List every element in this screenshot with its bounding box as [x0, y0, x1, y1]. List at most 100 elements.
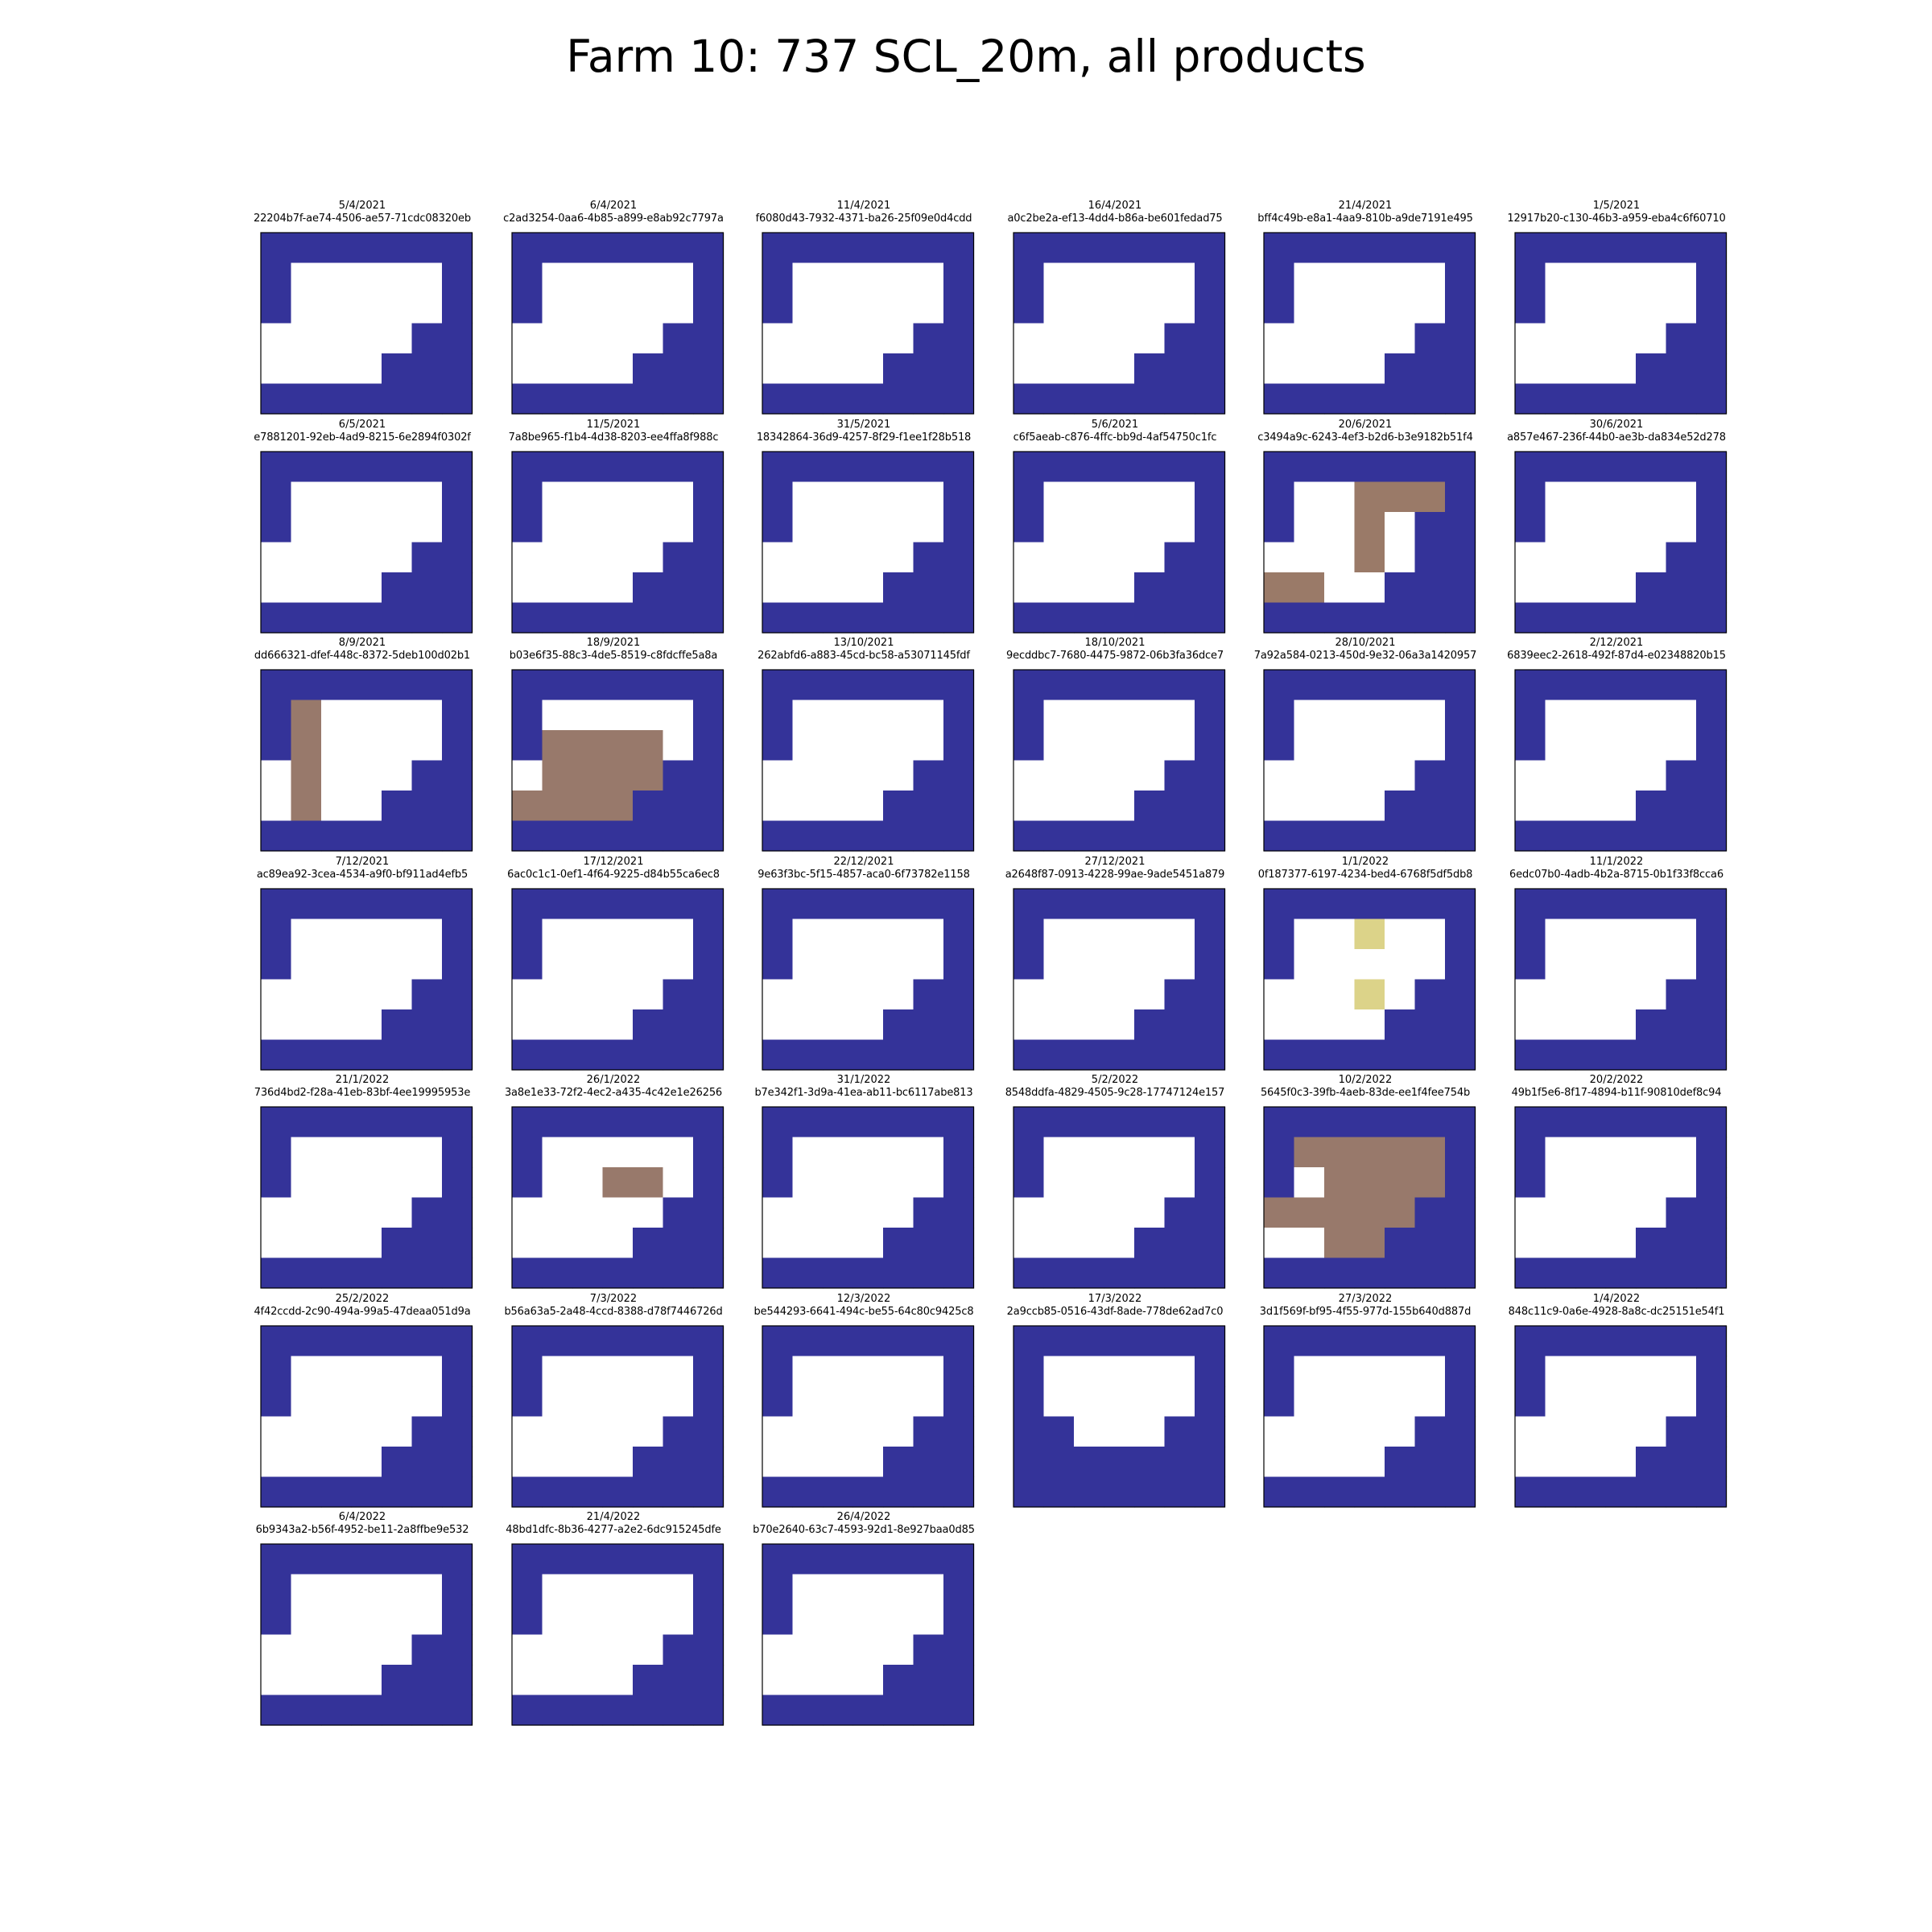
- heatmap-cell: [1636, 1167, 1667, 1199]
- heatmap-cell: [321, 1574, 353, 1605]
- heatmap-cell: [852, 481, 884, 513]
- heatmap-cell: [382, 1257, 413, 1289]
- axes-frame: [511, 669, 724, 852]
- heatmap-cell: [1354, 323, 1385, 354]
- scl-panel: 2/12/2021 6839eec2-2618-492f-87d4-e023488…: [1496, 637, 1737, 857]
- heatmap-cell: [1575, 383, 1607, 415]
- heatmap-cell: [321, 1476, 353, 1508]
- heatmap-cell: [883, 383, 914, 415]
- heatmap-cell: [572, 1167, 604, 1199]
- heatmap-cell: [291, 233, 322, 264]
- heatmap-cell: [542, 323, 573, 354]
- heatmap-cell: [633, 791, 664, 822]
- heatmap-cell: [1294, 572, 1325, 604]
- heatmap-cell: [913, 323, 944, 354]
- heatmap-cell: [261, 889, 292, 920]
- heatmap-cell: [883, 1447, 914, 1478]
- heatmap-cell: [1294, 1137, 1325, 1168]
- panel-date: 2/12/2021: [1589, 637, 1644, 649]
- heatmap-cell: [943, 1604, 975, 1636]
- heatmap-cell: [442, 1634, 473, 1666]
- heatmap-cell: [321, 233, 353, 264]
- scl-panel: 11/1/2022 6edc07b0-4adb-4b2a-8715-0b1f33f…: [1496, 856, 1737, 1075]
- heatmap-cell: [572, 572, 604, 604]
- heatmap-cell: [261, 1574, 292, 1605]
- heatmap-cell: [382, 1009, 413, 1041]
- heatmap-cell: [291, 542, 322, 573]
- heatmap-cell: [633, 1009, 664, 1041]
- heatmap-cell: [1545, 1197, 1576, 1228]
- axes-frame: [1263, 232, 1476, 415]
- heatmap-cell: [633, 700, 664, 731]
- heatmap-cell: [602, 670, 634, 701]
- heatmap-cell: [1515, 700, 1546, 731]
- heatmap-cell: [442, 1386, 473, 1418]
- heatmap-cell: [1696, 670, 1728, 701]
- heatmap-cell: [1545, 700, 1576, 731]
- scl-panel: 8/9/2021 dd666321-dfef-448c-8372-5deb100d…: [242, 637, 483, 857]
- heatmap-cell: [913, 293, 944, 324]
- heatmap-cell: [633, 512, 664, 543]
- heatmap-cell: [542, 979, 573, 1010]
- heatmap-cell: [1414, 1447, 1446, 1478]
- scl-heatmap: [1013, 1325, 1226, 1508]
- panel-date: 21/4/2021: [1338, 200, 1393, 212]
- panel-product-id: 4f42ccdd-2c90-494a-99a5-47deaa051d9a: [254, 1306, 471, 1318]
- heatmap-cell: [1385, 1137, 1416, 1168]
- heatmap-cell: [823, 889, 854, 920]
- heatmap-cell: [512, 1197, 543, 1228]
- heatmap-cell: [1354, 700, 1385, 731]
- heatmap-cell: [823, 262, 854, 294]
- heatmap-cell: [572, 1257, 604, 1289]
- heatmap-cell: [261, 383, 292, 415]
- heatmap-cell: [291, 1634, 322, 1666]
- heatmap-cell: [1074, 670, 1105, 701]
- heatmap-cell: [382, 1695, 413, 1726]
- heatmap-cell: [1445, 1197, 1476, 1228]
- heatmap-cell: [1195, 820, 1226, 852]
- scl-panel: 12/3/2022 be544293-6641-494c-be55-64c80c9…: [743, 1293, 985, 1513]
- heatmap-cell: [542, 262, 573, 294]
- heatmap-cell: [1013, 323, 1045, 354]
- heatmap-cell: [1354, 602, 1385, 634]
- heatmap-cell: [1043, 1197, 1075, 1228]
- heatmap-cell: [1414, 820, 1446, 852]
- heatmap-cell: [1445, 889, 1476, 920]
- heatmap-cell: [411, 1695, 443, 1726]
- heatmap-cell: [823, 542, 854, 573]
- heatmap-cell: [762, 512, 794, 543]
- heatmap-cell: [1354, 1009, 1385, 1041]
- heatmap-cell: [852, 1039, 884, 1071]
- panel-product-id: f6080d43-7932-4371-ba26-25f09e0d4cdd: [755, 213, 972, 225]
- heatmap-cell: [1195, 949, 1226, 980]
- heatmap-cell: [1414, 512, 1446, 543]
- heatmap-cell: [663, 1257, 694, 1289]
- heatmap-cell: [512, 1604, 543, 1636]
- heatmap-cell: [1294, 293, 1325, 324]
- heatmap-cell: [382, 512, 413, 543]
- heatmap-cell: [1696, 452, 1728, 483]
- heatmap-cell: [1636, 820, 1667, 852]
- heatmap-cell: [762, 233, 794, 264]
- heatmap-cell: [1195, 233, 1226, 264]
- heatmap-cell: [943, 572, 975, 604]
- heatmap-cell: [883, 1356, 914, 1387]
- heatmap-cell: [1294, 760, 1325, 791]
- heatmap-cell: [321, 889, 353, 920]
- heatmap-cell: [1354, 889, 1385, 920]
- heatmap-cell: [1104, 1257, 1135, 1289]
- heatmap-cell: [1324, 1257, 1356, 1289]
- heatmap-cell: [1264, 1137, 1295, 1168]
- heatmap-cell: [1134, 512, 1166, 543]
- heatmap-cell: [1696, 1228, 1728, 1259]
- heatmap-cell: [1385, 512, 1416, 543]
- heatmap-cell: [1164, 760, 1195, 791]
- heatmap-cell: [1545, 1228, 1576, 1259]
- panel-date: 6/4/2022: [338, 1511, 386, 1523]
- panel-product-id: 49b1f5e6-8f17-4894-b11f-90810def8c94: [1511, 1087, 1722, 1099]
- heatmap-cell: [1605, 760, 1637, 791]
- heatmap-cell: [291, 481, 322, 513]
- heatmap-cell: [1013, 293, 1045, 324]
- heatmap-cell: [572, 1634, 604, 1666]
- heatmap-cell: [1385, 1167, 1416, 1199]
